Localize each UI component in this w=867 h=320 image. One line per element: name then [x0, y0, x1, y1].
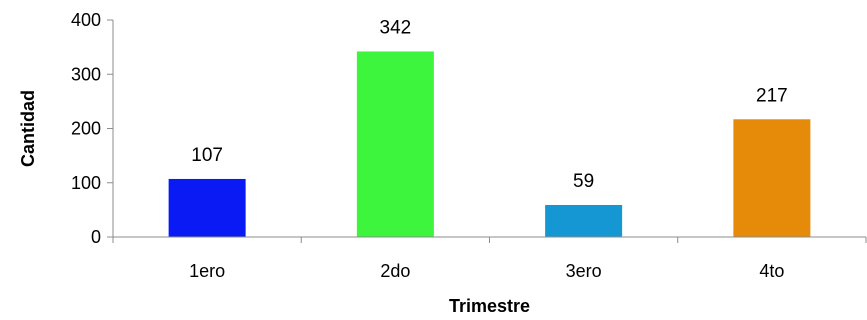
y-tick-label: 400 [71, 10, 101, 30]
data-label: 107 [191, 145, 223, 166]
y-tick-label: 100 [71, 173, 101, 193]
x-axis-ticks: 1ero 2do 3ero 4to [112, 237, 867, 281]
bar-4to [733, 119, 811, 237]
y-tick-label: 300 [71, 64, 101, 84]
y-tick-label: 200 [71, 119, 101, 139]
data-label: 59 [573, 171, 594, 192]
y-axis-ticks: 0 100 200 300 400 [71, 10, 113, 247]
bar-1ero [168, 178, 246, 237]
x-tick-label: 4to [759, 261, 784, 281]
bar-3ero [545, 204, 623, 237]
x-tick-label: 3ero [566, 261, 602, 281]
data-labels: 107 342 59 217 [191, 17, 787, 192]
x-axis-title: Trimestre [449, 296, 530, 316]
y-tick-label: 0 [91, 227, 101, 247]
x-tick-label: 2do [380, 261, 410, 281]
y-axis-title: Cantidad [18, 90, 38, 167]
bar-2do [356, 51, 434, 238]
x-tick-label: 1ero [189, 261, 225, 281]
bars [168, 51, 811, 238]
data-label: 217 [756, 85, 788, 106]
data-label: 342 [380, 17, 412, 38]
